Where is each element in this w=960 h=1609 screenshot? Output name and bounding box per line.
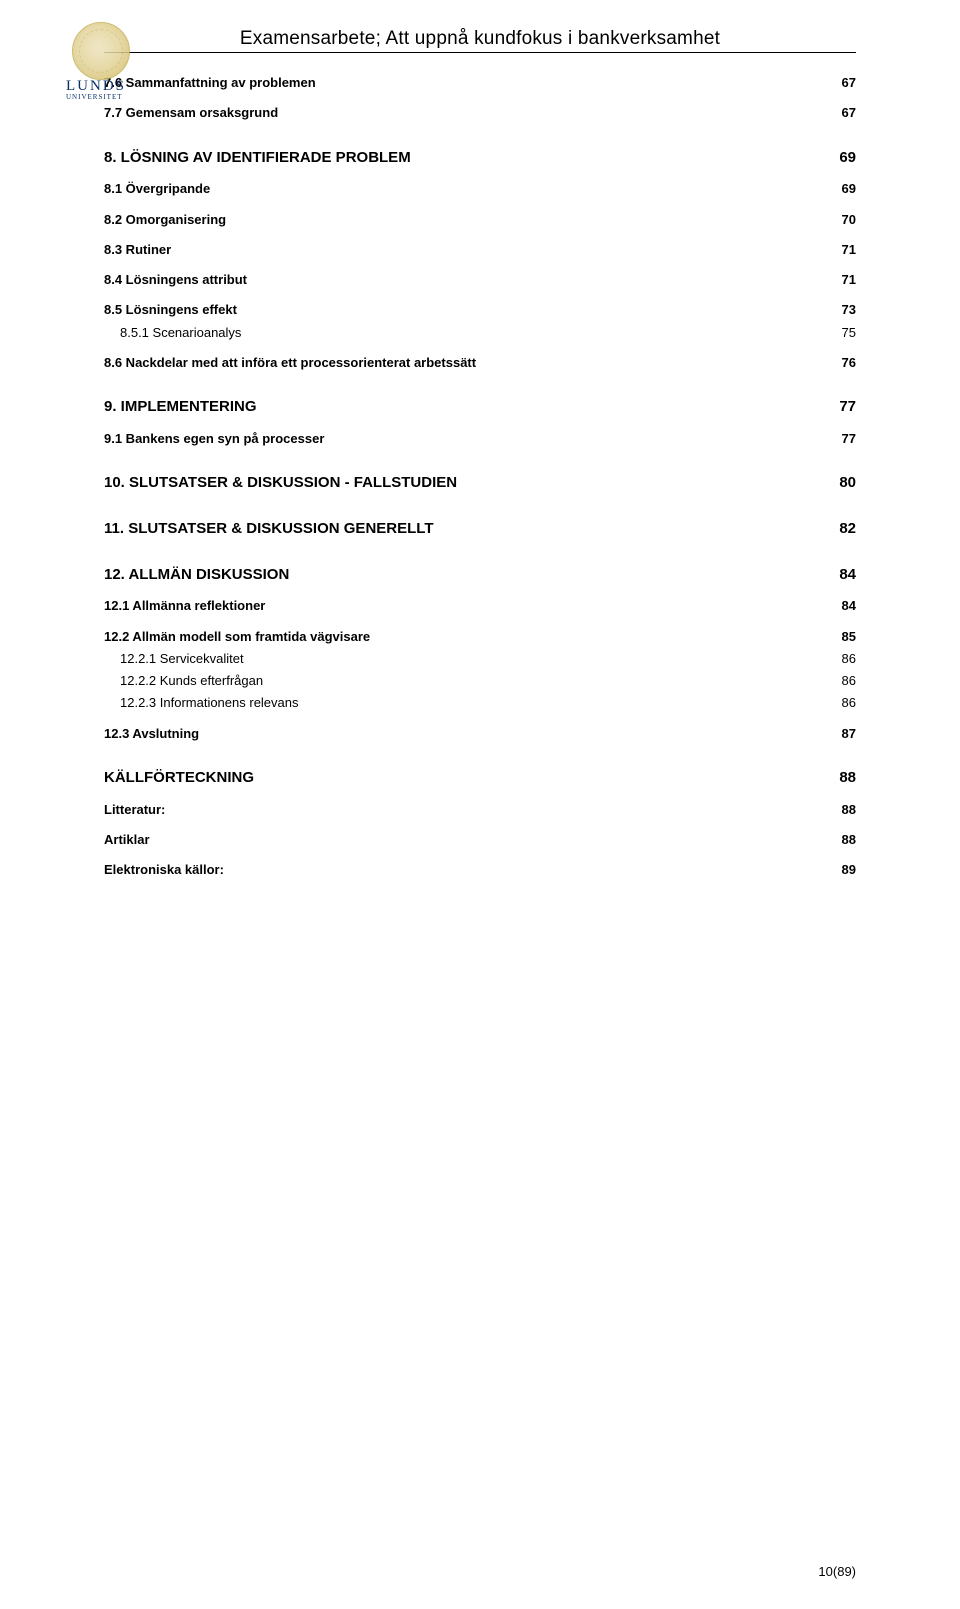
toc-entry: 8. LÖSNING AV IDENTIFIERADE PROBLEM 69 (104, 149, 856, 168)
toc-entry: 12. ALLMÄN DISKUSSION 84 (104, 566, 856, 585)
toc-entry: Litteratur: 88 (104, 802, 856, 818)
toc-entry-label: 8.5 Lösningens effekt (104, 302, 237, 318)
toc-entry: KÄLLFÖRTECKNING 88 (104, 769, 856, 788)
toc-entry-page: 73 (842, 302, 856, 318)
toc-entry-label: 12.2.2 Kunds efterfrågan (120, 673, 263, 689)
toc-entry-page: 69 (842, 181, 856, 197)
toc-entry: 8.5.1 Scenarioanalys 75 (104, 325, 856, 341)
toc-entry-label: 11. SLUTSATSER & DISKUSSION GENERELLT (104, 520, 434, 539)
toc-entry-page: 84 (839, 566, 856, 585)
toc-entry: 8.4 Lösningens attribut 71 (104, 272, 856, 288)
toc-entry: 8.1 Övergripande 69 (104, 181, 856, 197)
toc-entry: 7.7 Gemensam orsaksgrund 67 (104, 105, 856, 121)
toc-entry: 12.1 Allmänna reflektioner 84 (104, 598, 856, 614)
toc-entry-label: 7.7 Gemensam orsaksgrund (104, 105, 278, 121)
toc-entry-page: 85 (842, 629, 856, 645)
toc-entry: 8.3 Rutiner 71 (104, 242, 856, 258)
toc-entry-page: 80 (839, 474, 856, 493)
toc-entry-label: 8. LÖSNING AV IDENTIFIERADE PROBLEM (104, 149, 411, 168)
toc-entry-label: 8.5.1 Scenarioanalys (120, 325, 241, 341)
toc-entry-label: 9. IMPLEMENTERING (104, 398, 257, 417)
page-number: 10(89) (818, 1564, 856, 1579)
toc-entry-label: 10. SLUTSATSER & DISKUSSION - FALLSTUDIE… (104, 474, 457, 493)
logo-sub-text: UNIVERSITET (66, 93, 150, 101)
toc-entry-label: 12. ALLMÄN DISKUSSION (104, 566, 289, 585)
toc-entry-label: 8.1 Övergripande (104, 181, 210, 197)
toc-entry: 7.6 Sammanfattning av problemen67 (104, 75, 856, 91)
toc-entry-label: 8.3 Rutiner (104, 242, 171, 258)
toc-entry-page: 77 (839, 398, 856, 417)
toc-entry-label: 8.6 Nackdelar med att införa ett process… (104, 355, 476, 371)
university-logo: LUNDS UNIVERSITET (70, 22, 150, 101)
logo-emblem-icon (72, 22, 130, 80)
document-title: Examensarbete; Att uppnå kundfokus i ban… (104, 28, 856, 50)
toc-entry-page: 76 (842, 355, 856, 371)
toc-entry: 9. IMPLEMENTERING 77 (104, 398, 856, 417)
toc-entry-page: 86 (842, 673, 856, 689)
toc-entry: Elektroniska källor: 89 (104, 862, 856, 878)
toc-entry: 12.2.2 Kunds efterfrågan 86 (104, 673, 856, 689)
toc-entry-label: Litteratur: (104, 802, 165, 818)
toc-entry: 12.2 Allmän modell som framtida vägvisar… (104, 629, 856, 645)
toc-entry: 12.2.3 Informationens relevans 86 (104, 695, 856, 711)
toc-entry-label: 9.1 Bankens egen syn på processer (104, 431, 324, 447)
toc-entry-page: 67 (842, 75, 856, 91)
toc-entry: 11. SLUTSATSER & DISKUSSION GENERELLT 82 (104, 520, 856, 539)
toc-entry-label: 12.1 Allmänna reflektioner (104, 598, 265, 614)
toc-entry-page: 84 (842, 598, 856, 614)
toc-entry-page: 69 (839, 149, 856, 168)
toc-entry: 8.5 Lösningens effekt 73 (104, 302, 856, 318)
toc-entry-page: 86 (842, 651, 856, 667)
toc-entry: 8.6 Nackdelar med att införa ett process… (104, 355, 856, 371)
toc-entry-page: 77 (842, 431, 856, 447)
toc-entry-label: 12.3 Avslutning (104, 726, 199, 742)
toc-entry-label: 12.2.3 Informationens relevans (120, 695, 299, 711)
toc-entry: 9.1 Bankens egen syn på processer 77 (104, 431, 856, 447)
toc-entry-label: Artiklar (104, 832, 150, 848)
toc-entry: Artiklar 88 (104, 832, 856, 848)
toc-entry-label: 8.2 Omorganisering (104, 212, 226, 228)
toc-entry-page: 86 (842, 695, 856, 711)
table-of-contents: 7.6 Sammanfattning av problemen67 7.7 Gem… (104, 75, 856, 878)
toc-entry: 10. SLUTSATSER & DISKUSSION - FALLSTUDIE… (104, 474, 856, 493)
toc-entry-label: 12.2 Allmän modell som framtida vägvisar… (104, 629, 370, 645)
toc-entry-page: 87 (842, 726, 856, 742)
page-header: LUNDS UNIVERSITET Examensarbete; Att upp… (104, 28, 856, 53)
toc-entry-page: 88 (839, 769, 856, 788)
toc-entry-label: 8.4 Lösningens attribut (104, 272, 247, 288)
toc-entry-label: 12.2.1 Servicekvalitet (120, 651, 244, 667)
header-divider (104, 52, 856, 53)
toc-entry-page: 75 (842, 325, 856, 341)
toc-entry-page: 70 (842, 212, 856, 228)
toc-entry-page: 89 (842, 862, 856, 878)
toc-entry-page: 88 (842, 802, 856, 818)
toc-entry-page: 71 (842, 272, 856, 288)
toc-entry: 8.2 Omorganisering 70 (104, 212, 856, 228)
page: LUNDS UNIVERSITET Examensarbete; Att upp… (0, 0, 960, 1609)
toc-entry: 12.2.1 Servicekvalitet 86 (104, 651, 856, 667)
toc-entry-page: 82 (839, 520, 856, 539)
toc-entry-page: 71 (842, 242, 856, 258)
toc-entry-label: Elektroniska källor: (104, 862, 224, 878)
toc-entry: 12.3 Avslutning 87 (104, 726, 856, 742)
toc-entry-page: 88 (842, 832, 856, 848)
toc-entry-label: KÄLLFÖRTECKNING (104, 769, 254, 788)
toc-entry-page: 67 (842, 105, 856, 121)
